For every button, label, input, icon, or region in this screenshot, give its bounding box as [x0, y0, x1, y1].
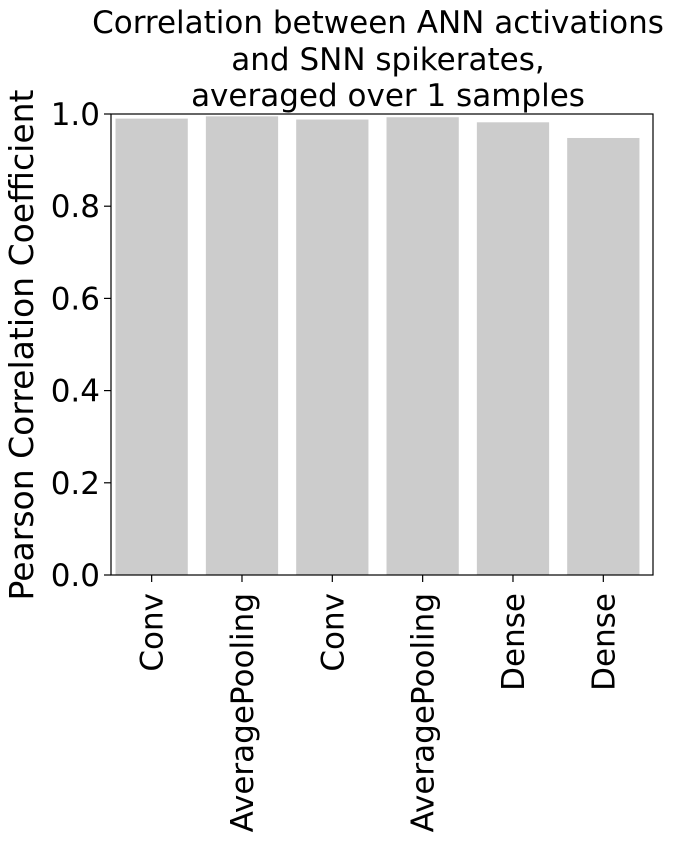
- bar-2: [205, 116, 279, 576]
- chart-title-line-3: averaged over 1 samples: [191, 78, 585, 114]
- bars-group: [115, 116, 640, 576]
- y-tick-label: 0.0: [51, 558, 100, 594]
- x-axis-ticks: Conv AveragePooling Conv AveragePooling Dens…: [135, 575, 622, 832]
- bar-6: [567, 137, 640, 576]
- y-tick-label: 0.2: [51, 466, 100, 502]
- bar-3: [296, 119, 369, 576]
- x-tick-label: AveragePooling: [406, 593, 442, 832]
- chart-title: Correlation between ANN activations and …: [92, 5, 664, 114]
- y-tick-label: 1.0: [51, 97, 100, 133]
- chart-title-line-2: and SNN spikerates,: [231, 42, 544, 78]
- y-tick-label: 0.4: [51, 374, 100, 410]
- y-axis-ticks: 0.0 0.2 0.4 0.6 0.8 1.0: [51, 97, 111, 594]
- x-tick-label: Conv: [315, 593, 351, 672]
- x-tick-label: Dense: [496, 593, 532, 691]
- bar-4: [386, 117, 459, 576]
- x-tick-label: AveragePooling: [225, 593, 261, 832]
- x-tick-label: Dense: [586, 593, 622, 691]
- y-tick-label: 0.8: [51, 189, 100, 225]
- x-tick-label: Conv: [135, 593, 171, 672]
- y-tick-label: 0.6: [51, 281, 100, 317]
- bar-5: [476, 122, 550, 575]
- chart-title-line-1: Correlation between ANN activations: [92, 5, 664, 41]
- y-axis-label: Pearson Correlation Coefficient: [2, 89, 41, 600]
- plot-frame: [110, 113, 654, 576]
- bar-1: [115, 118, 188, 576]
